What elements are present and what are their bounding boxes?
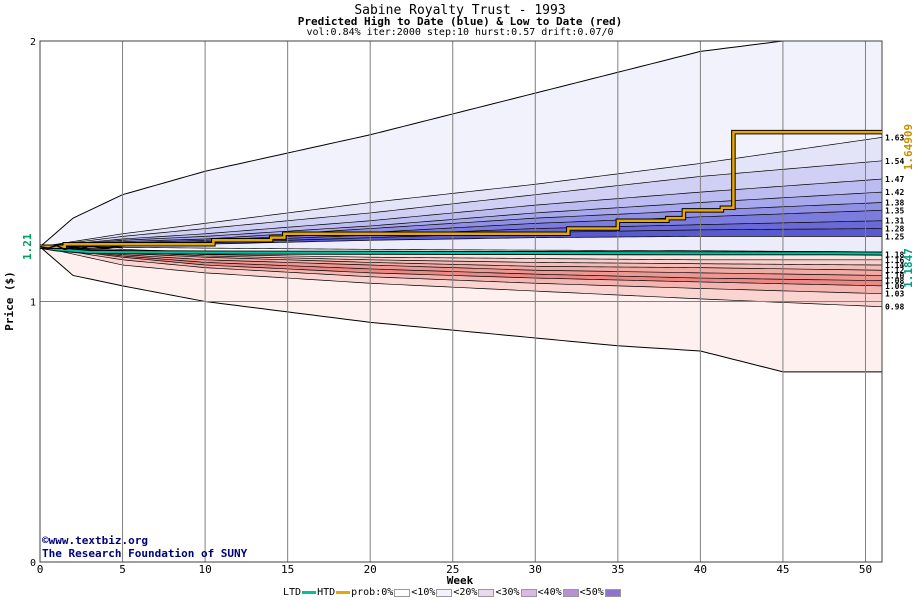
right-label-low-1: 1.16 bbox=[885, 256, 904, 265]
low-band-2 bbox=[40, 246, 882, 271]
high-value-label: 1.64909 bbox=[902, 124, 915, 170]
right-label-high-1: 1.54 bbox=[885, 157, 904, 166]
high-band-1 bbox=[40, 137, 882, 247]
x-tick-5: 5 bbox=[119, 563, 126, 576]
x-tick-25: 25 bbox=[446, 563, 459, 576]
band-line-2 bbox=[39, 160, 883, 248]
y-axis-label: Price ($) bbox=[3, 271, 16, 331]
x-tick-50: 50 bbox=[859, 563, 872, 576]
x-tick-45: 45 bbox=[776, 563, 789, 576]
band-line-0 bbox=[39, 40, 882, 248]
legend-swatch-0 bbox=[394, 588, 411, 597]
high-band-4 bbox=[40, 192, 882, 247]
legend-swatch-50 bbox=[604, 588, 621, 597]
legend-prob0-label: prob:0% bbox=[351, 587, 394, 598]
low-band-0 bbox=[40, 246, 882, 260]
legend-htd-swatch bbox=[336, 591, 351, 594]
y-tick-1: 1 bbox=[30, 298, 36, 309]
high-band-5 bbox=[40, 202, 882, 247]
high-band-0 bbox=[40, 41, 882, 247]
high-band-2 bbox=[40, 160, 882, 247]
copyright-icon: © bbox=[42, 534, 49, 547]
band-line-15 bbox=[39, 246, 883, 276]
legend-swatch-40 bbox=[562, 588, 579, 597]
legend-ltd-swatch bbox=[302, 591, 317, 594]
low-band-4 bbox=[40, 246, 882, 281]
right-label-low-7: 1.03 bbox=[885, 290, 904, 299]
chart-title: Sabine Royalty Trust - 1993 bbox=[354, 3, 566, 18]
htd-line bbox=[40, 130, 882, 249]
x-tick-30: 30 bbox=[529, 563, 542, 576]
x-tick-20: 20 bbox=[364, 563, 377, 576]
x-tick-15: 15 bbox=[281, 563, 294, 576]
legend-ltd-label: LTD bbox=[283, 587, 302, 598]
legend-swatch-10 bbox=[436, 588, 453, 597]
right-label-low-4: 1.10 bbox=[885, 271, 904, 280]
right-label-high-4: 1.38 bbox=[885, 199, 904, 208]
band-line-5 bbox=[39, 202, 883, 248]
low-band-6 bbox=[40, 246, 882, 294]
legend-lt40-label: <40% bbox=[537, 587, 562, 598]
chart-subtitle: Predicted High to Date (blue) & Low to D… bbox=[297, 15, 623, 28]
band-line-17 bbox=[39, 246, 883, 287]
legend-lt20-label: <20% bbox=[453, 587, 478, 598]
band-line-16 bbox=[39, 246, 883, 282]
right-label-low-0: 1.18 bbox=[885, 251, 904, 260]
low-band-8 bbox=[40, 246, 882, 372]
high-band-3 bbox=[40, 179, 882, 247]
right-label-low-2: 1.14 bbox=[885, 261, 904, 270]
band-line-1 bbox=[39, 137, 883, 248]
high-band-9 bbox=[40, 236, 882, 253]
band-line-4 bbox=[39, 191, 883, 248]
band-line-6 bbox=[39, 209, 883, 248]
credit-url: ©www.textbiz.org bbox=[42, 534, 247, 547]
right-label-low-5: 1.08 bbox=[885, 277, 904, 286]
low-value-label: 1.1847 bbox=[902, 248, 915, 288]
chart-params: vol:0.84% iter:2000 step:10 hurst:0.57 d… bbox=[306, 27, 614, 38]
band-line-14 bbox=[39, 246, 883, 271]
legend-swatch-30 bbox=[520, 588, 537, 597]
credit-block: ©www.textbiz.org The Research Foundation… bbox=[42, 534, 247, 560]
legend-lt30-label: <30% bbox=[495, 587, 520, 598]
price-path bbox=[39, 244, 123, 251]
right-label-high-0: 1.63 bbox=[885, 133, 904, 142]
low-band-5 bbox=[40, 246, 882, 286]
x-tick-10: 10 bbox=[198, 563, 211, 576]
band-line-19 bbox=[39, 246, 883, 308]
plot-frame bbox=[39, 40, 883, 563]
right-label-low-6: 1.06 bbox=[885, 282, 904, 291]
right-label-high-5: 1.35 bbox=[885, 206, 904, 215]
legend-swatch-20 bbox=[478, 588, 495, 597]
legend-lt10-label: <10% bbox=[411, 587, 436, 598]
y-tick-2: 2 bbox=[30, 37, 36, 48]
right-label-high-6: 1.31 bbox=[885, 217, 904, 226]
legend: LTD HTD prob:0% <10% <20% <30% <40% <50% bbox=[283, 587, 622, 599]
band-line-10 bbox=[39, 246, 883, 253]
right-label-low-3: 1.12 bbox=[885, 266, 904, 275]
right-label-high-2: 1.47 bbox=[885, 175, 904, 184]
right-label-high-8: 1.25 bbox=[885, 232, 904, 241]
x-tick-35: 35 bbox=[611, 563, 624, 576]
legend-htd-label: HTD bbox=[317, 587, 336, 598]
legend-lt50-label: <50% bbox=[579, 587, 604, 598]
x-tick-40: 40 bbox=[694, 563, 707, 576]
band-line-20 bbox=[39, 246, 882, 373]
right-label-low-8: 0.98 bbox=[885, 303, 904, 312]
low-band-3 bbox=[40, 246, 882, 276]
low-band-7 bbox=[40, 246, 882, 307]
start-price-label: 1.21 bbox=[21, 233, 34, 260]
credit-org: The Research Foundation of SUNY bbox=[42, 547, 248, 560]
right-label-high-7: 1.28 bbox=[885, 225, 904, 234]
band-line-18 bbox=[39, 246, 883, 295]
band-line-13 bbox=[39, 246, 883, 266]
y-tick-0: 0 bbox=[30, 558, 36, 569]
x-tick-0: 0 bbox=[37, 563, 44, 576]
right-label-high-3: 1.42 bbox=[885, 188, 904, 197]
low-band-1 bbox=[40, 246, 882, 266]
band-line-3 bbox=[39, 178, 883, 248]
x-axis-label: Week bbox=[447, 574, 474, 587]
credit-url-text: www.textbiz.org bbox=[48, 534, 148, 547]
